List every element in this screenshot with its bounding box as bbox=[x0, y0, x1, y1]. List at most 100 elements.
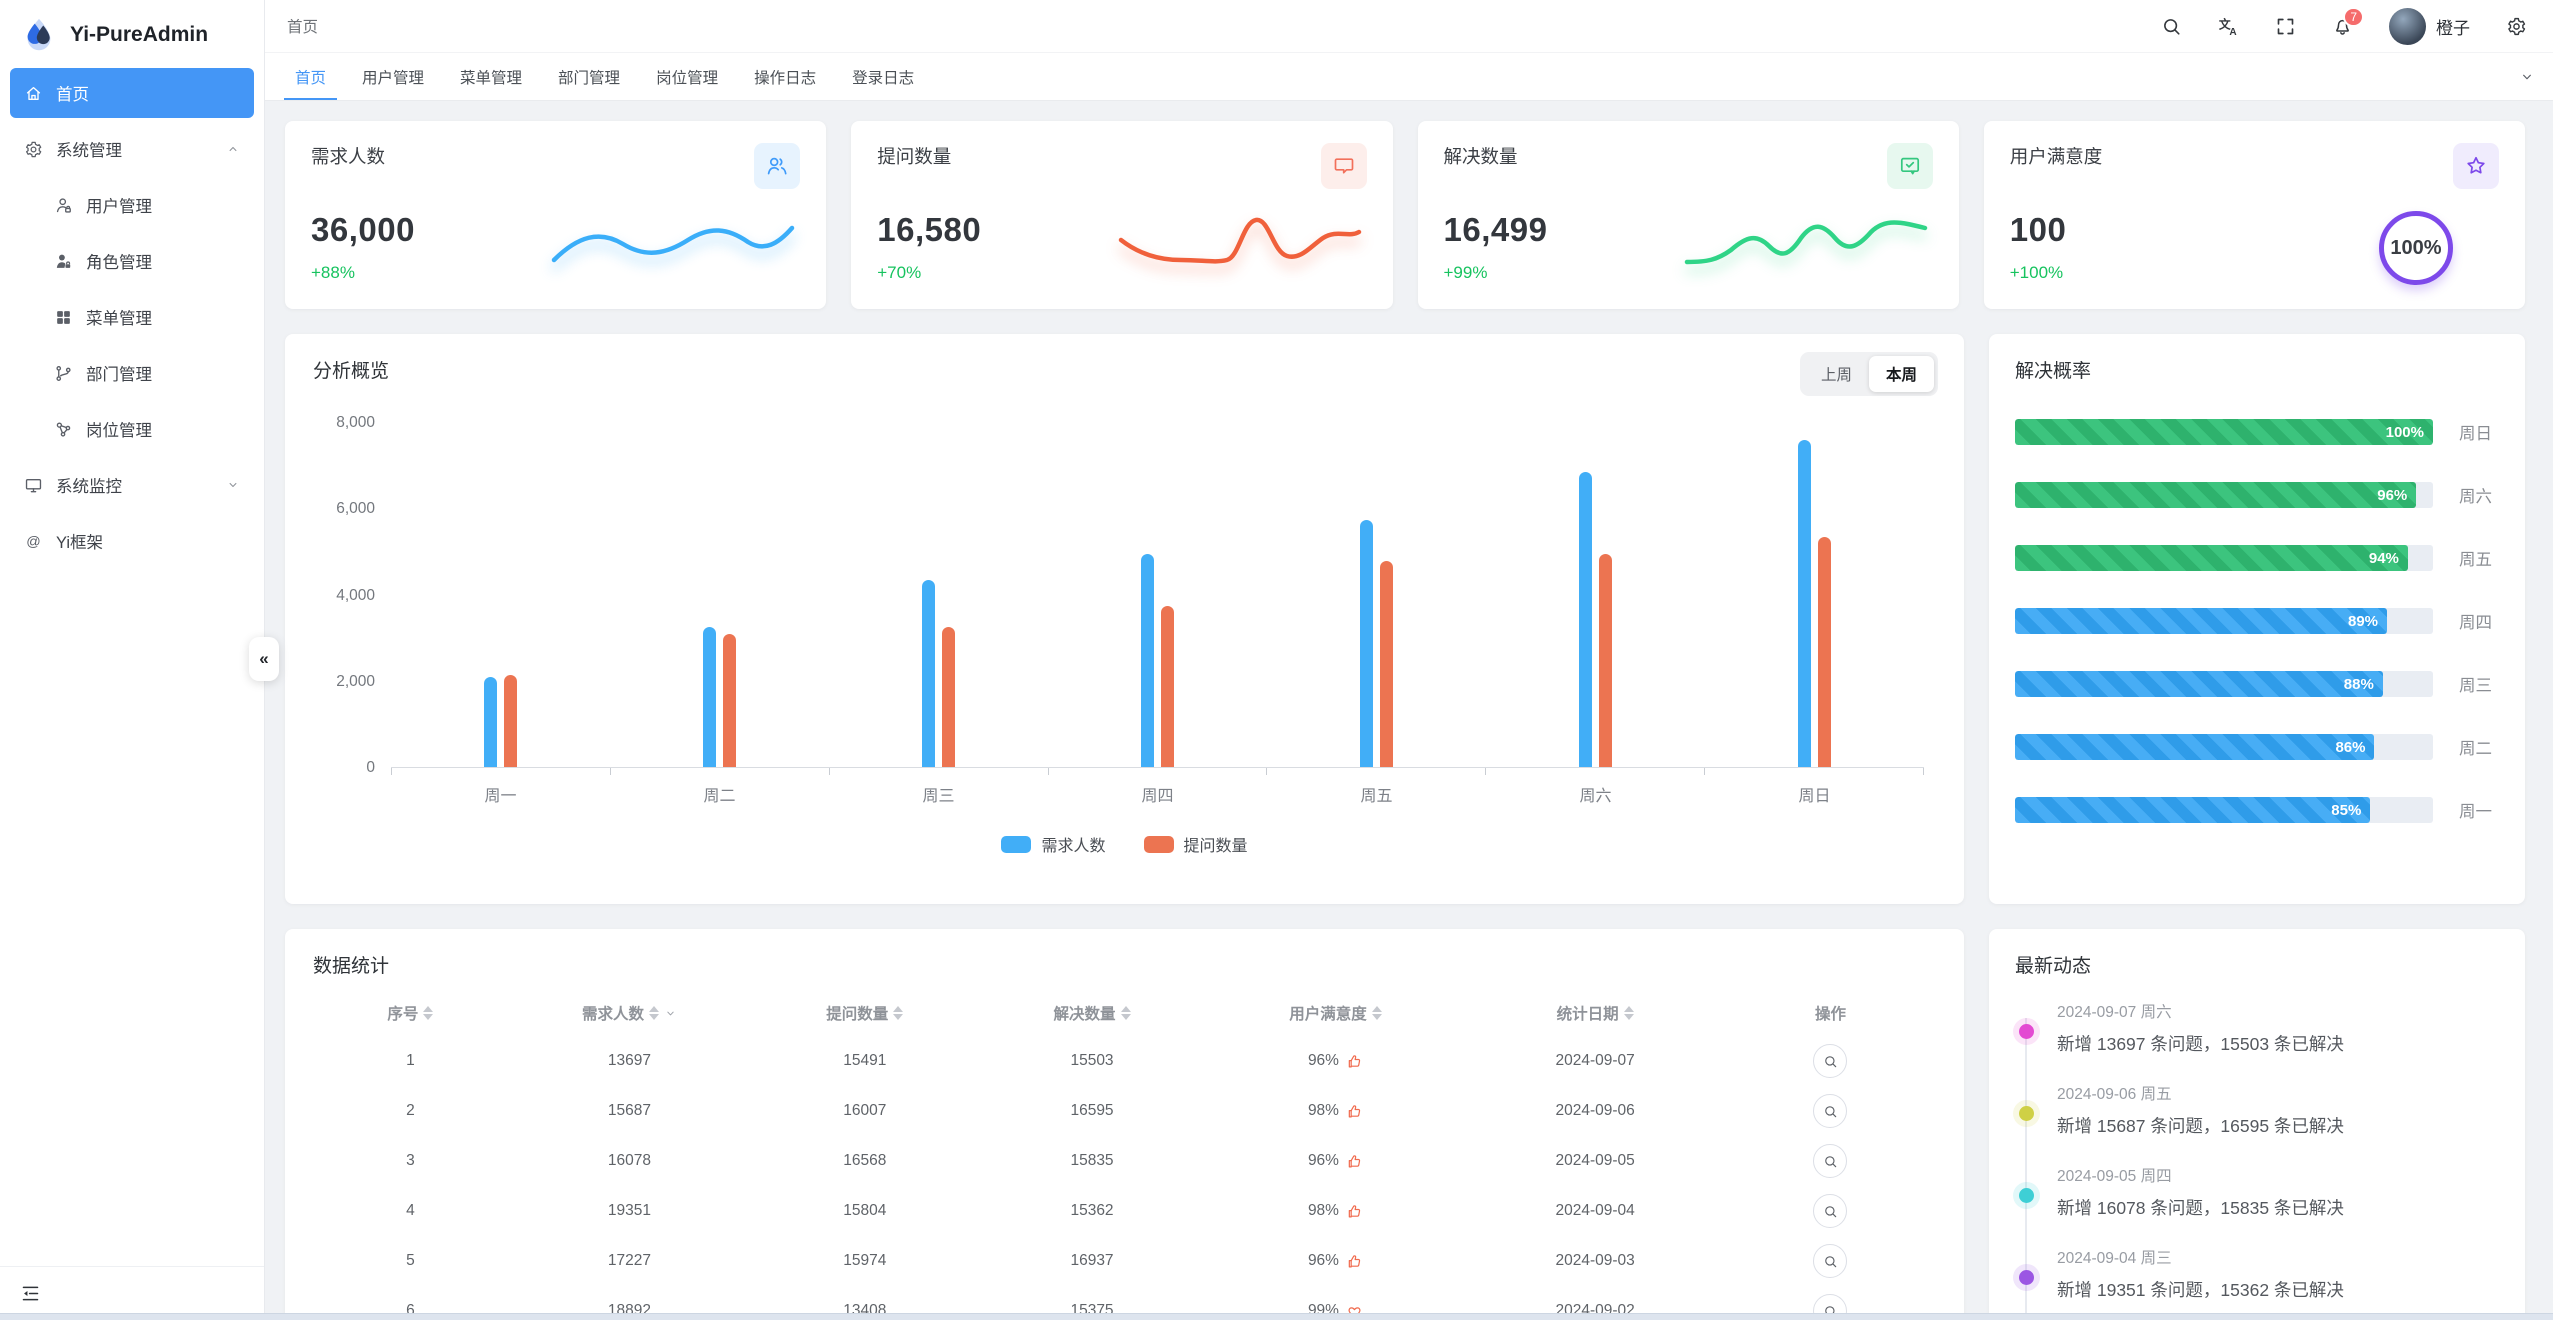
sort-carets-icon[interactable] bbox=[893, 1006, 904, 1020]
page-content: 需求人数 36,000 +88% 提问数量 16,580 +70% bbox=[265, 101, 2553, 1320]
fullscreen-icon[interactable] bbox=[2275, 16, 2296, 37]
tab-user-mgmt[interactable]: 用户管理 bbox=[362, 69, 425, 87]
sidebar-item-menu-mgmt[interactable]: 菜单管理 bbox=[10, 292, 254, 342]
settings-icon[interactable] bbox=[2506, 16, 2527, 37]
bar-提问数量 bbox=[504, 674, 517, 767]
progress-value: 86% bbox=[2335, 738, 2366, 756]
menu-fold-icon[interactable] bbox=[20, 1283, 41, 1304]
view-detail-button[interactable] bbox=[1813, 1144, 1848, 1178]
sort-carets-icon[interactable] bbox=[423, 1006, 434, 1020]
sort-carets-icon[interactable] bbox=[1623, 1006, 1634, 1020]
legend-item[interactable]: 需求人数 bbox=[1001, 832, 1106, 856]
magnifier-icon bbox=[1823, 1054, 1838, 1069]
tab-menu-button[interactable] bbox=[2511, 53, 2543, 100]
data-table: 序号 需求人数 提问数量 解决数量 用户满意度 统计日期 操作 1 13697 15491 155… bbox=[313, 990, 1936, 1320]
logo[interactable]: Yi-PureAdmin bbox=[0, 0, 264, 62]
x-axis-label: 周二 bbox=[703, 788, 736, 805]
progress-row: 85% 周一 bbox=[2015, 797, 2499, 823]
view-detail-button[interactable] bbox=[1813, 1244, 1848, 1278]
tab-post-mgmt[interactable]: 岗位管理 bbox=[656, 69, 719, 87]
breadcrumb: 首页 bbox=[287, 19, 319, 36]
tab-menu-mgmt[interactable]: 菜单管理 bbox=[460, 69, 523, 87]
legend-swatch bbox=[1001, 835, 1032, 853]
column-header[interactable]: 统计日期 bbox=[1465, 990, 1725, 1036]
toggle-last-week[interactable]: 上周 bbox=[1820, 367, 1852, 384]
star-icon bbox=[2453, 143, 2499, 189]
thumbs-up-icon bbox=[1346, 1203, 1363, 1220]
bar-需求人数 bbox=[1360, 519, 1373, 767]
tab-login-log[interactable]: 登录日志 bbox=[852, 69, 915, 87]
column-header[interactable]: 序号 bbox=[313, 990, 508, 1036]
table-cell: 16007 bbox=[843, 1102, 887, 1119]
legend-item[interactable]: 提问数量 bbox=[1143, 832, 1248, 856]
column-header[interactable]: 解决数量 bbox=[978, 990, 1205, 1036]
sidebar-item-yi-framework[interactable]: Yi框架 bbox=[10, 516, 254, 566]
timeline-item: 2024-09-06 周五 新增 15687 条问题，16595 条已解决 bbox=[2015, 1082, 2499, 1138]
table-cell: 15974 bbox=[843, 1252, 887, 1269]
view-detail-button[interactable] bbox=[1813, 1094, 1848, 1128]
timeline-dot bbox=[2019, 1024, 2034, 1039]
header-actions: 7 橙子 bbox=[2161, 6, 2527, 45]
sparkline bbox=[1118, 217, 1361, 264]
view-detail-button[interactable] bbox=[1813, 1194, 1848, 1228]
sidebar-item-post-mgmt[interactable]: 岗位管理 bbox=[10, 404, 254, 454]
column-label: 解决数量 bbox=[1053, 1006, 1116, 1023]
tab-home[interactable]: 首页 bbox=[277, 53, 344, 100]
sidebar-item-dept-mgmt[interactable]: 部门管理 bbox=[10, 348, 254, 398]
solve-probability-card: 解决概率 100% 周日 96% 周六 94% 周五 89% 周四 88% 周三 86% 周二 85% 周… bbox=[1989, 334, 2525, 904]
table-cell: 13697 bbox=[607, 1052, 652, 1069]
stat-card-satisfaction: 用户满意度 100 +100% 100% bbox=[1983, 121, 2525, 309]
stat-card-questions: 提问数量 16,580 +70% bbox=[851, 121, 1393, 309]
bar-提问数量 bbox=[723, 633, 736, 767]
table-row: 5 17227 15974 16937 96% 2024-09-03 bbox=[313, 1236, 1936, 1286]
stat-delta: +70% bbox=[877, 263, 922, 282]
progress-track: 88% bbox=[2015, 671, 2433, 697]
bar-提问数量 bbox=[1599, 554, 1612, 767]
horizontal-scrollbar[interactable] bbox=[0, 1313, 2553, 1320]
column-header[interactable]: 用户满意度 bbox=[1206, 990, 1466, 1036]
filter-icon[interactable] bbox=[664, 1007, 677, 1020]
sort-carets-icon[interactable] bbox=[1120, 1006, 1131, 1020]
stat-title: 用户满意度 bbox=[2009, 146, 2103, 167]
translate-icon[interactable] bbox=[2218, 16, 2239, 37]
toggle-this-week[interactable]: 本周 bbox=[1868, 356, 1934, 392]
timeline-text: 新增 15687 条问题，16595 条已解决 bbox=[2057, 1116, 2344, 1136]
user-menu[interactable]: 橙子 bbox=[2389, 7, 2470, 45]
column-header[interactable]: 提问数量 bbox=[751, 990, 978, 1036]
app-title: Yi-PureAdmin bbox=[70, 23, 209, 46]
table-title: 数据统计 bbox=[313, 956, 390, 977]
y-tick-label: 0 bbox=[366, 759, 375, 776]
bar-需求人数 bbox=[484, 676, 497, 767]
avatar bbox=[2389, 7, 2426, 45]
water-drop-icon bbox=[27, 18, 51, 51]
tab-dept-mgmt[interactable]: 部门管理 bbox=[558, 69, 621, 87]
sidebar-item-home[interactable]: 首页 bbox=[10, 68, 254, 118]
view-detail-button[interactable] bbox=[1813, 1044, 1848, 1078]
sort-carets-icon[interactable] bbox=[1371, 1006, 1382, 1020]
sidebar-item-label: 系统管理 bbox=[56, 142, 122, 160]
column-header[interactable]: 需求人数 bbox=[508, 990, 751, 1036]
main-area: 首页 7 橙子 首页 用户管理 菜单管理 部门管理 岗位管理 操作日志 登录日志 bbox=[265, 0, 2553, 1320]
satisfaction-cell: 96% bbox=[1206, 1136, 1466, 1186]
sidebar-item-system-monitor[interactable]: 系统监控 bbox=[10, 460, 254, 510]
sidebar-item-role-mgmt[interactable]: 角色管理 bbox=[10, 236, 254, 286]
progress-row: 96% 周六 bbox=[2015, 482, 2499, 508]
table-cell: 16078 bbox=[607, 1152, 652, 1169]
bar-需求人数 bbox=[1798, 440, 1811, 767]
date-cell: 2024-09-04 bbox=[1555, 1202, 1635, 1219]
timeline-dot bbox=[2019, 1270, 2034, 1285]
action-cell bbox=[1725, 1036, 1936, 1086]
search-icon[interactable] bbox=[2161, 16, 2182, 37]
table-header-row: 序号 需求人数 提问数量 解决数量 用户满意度 统计日期 操作 bbox=[313, 990, 1936, 1036]
chevron-down-icon bbox=[226, 478, 240, 492]
sidebar-item-label: 菜单管理 bbox=[86, 310, 152, 328]
timeline-dot bbox=[2019, 1106, 2034, 1121]
satisfaction-gauge: 100% bbox=[2379, 211, 2453, 285]
tab-operation-log[interactable]: 操作日志 bbox=[754, 69, 817, 87]
sort-carets-icon[interactable] bbox=[648, 1006, 659, 1020]
sidebar-item-label: 用户管理 bbox=[86, 198, 152, 216]
sidebar-collapse-handle[interactable]: « bbox=[249, 637, 279, 681]
sidebar-item-system-mgmt[interactable]: 系统管理 bbox=[10, 124, 254, 174]
sidebar-item-user-mgmt[interactable]: 用户管理 bbox=[10, 180, 254, 230]
notifications-button[interactable]: 7 bbox=[2332, 6, 2364, 37]
